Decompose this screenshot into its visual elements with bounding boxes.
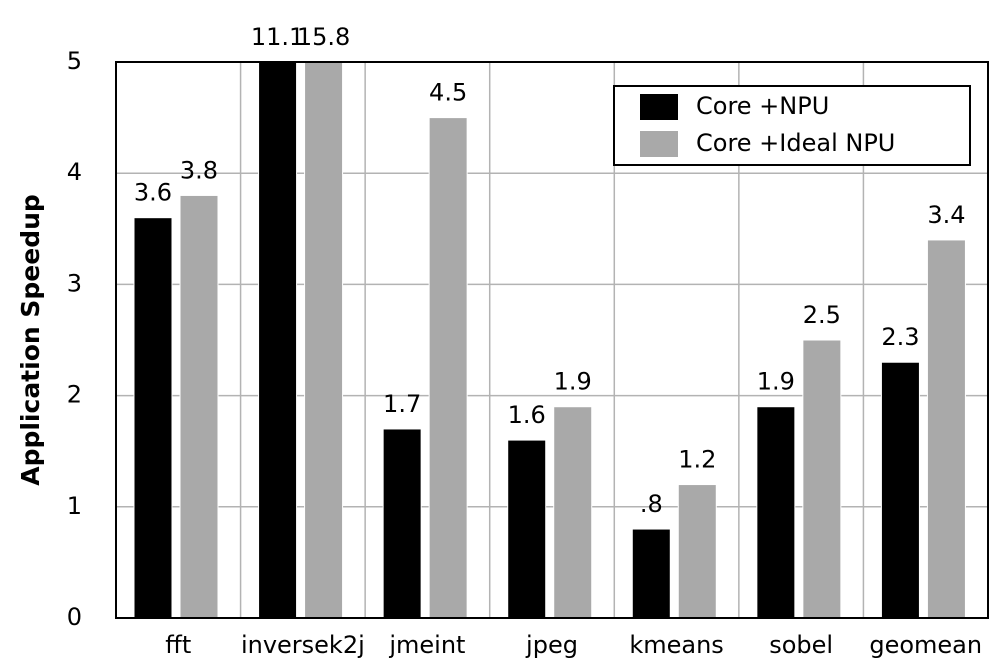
bar	[756, 406, 796, 618]
data-label: 2.5	[803, 301, 841, 329]
x-tick-label: geomean	[869, 631, 982, 659]
bar	[179, 194, 219, 618]
bar	[926, 239, 966, 618]
data-label: .8	[640, 490, 663, 518]
x-tick-label: kmeans	[629, 631, 723, 659]
bars	[133, 62, 966, 618]
x-tick-label: fft	[165, 631, 191, 659]
data-label: 1.6	[508, 401, 546, 429]
data-label: 1.2	[678, 446, 716, 474]
y-tick-label: 4	[67, 158, 82, 186]
y-axis-label: Application Speedup	[16, 194, 45, 486]
data-label: 1.9	[554, 368, 592, 396]
bar	[507, 439, 547, 618]
y-tick-label: 3	[67, 269, 82, 297]
data-label: 1.7	[383, 390, 421, 418]
data-label: 3.4	[927, 201, 965, 229]
bar	[553, 406, 593, 618]
bar	[258, 62, 298, 618]
bar	[304, 62, 344, 618]
bar	[880, 361, 920, 618]
data-label: 11.1	[251, 23, 304, 51]
data-label: 15.8	[297, 23, 350, 51]
legend-swatch	[640, 131, 678, 157]
data-label: 1.9	[757, 368, 795, 396]
x-tick-label: jmeint	[388, 631, 465, 659]
legend-swatch	[640, 94, 678, 120]
x-tick-label: inversek2j	[241, 631, 365, 659]
bar	[631, 528, 671, 618]
data-label: 3.8	[180, 156, 218, 184]
legend-label: Core +NPU	[696, 92, 829, 120]
bar	[428, 117, 468, 618]
bar	[677, 484, 717, 618]
bar	[382, 428, 422, 618]
x-tick-label: jpeg	[525, 631, 578, 659]
data-label: 3.6	[134, 179, 172, 207]
y-tick-label: 0	[67, 603, 82, 631]
bar	[133, 217, 173, 618]
y-tick-label: 2	[67, 381, 82, 409]
data-label: 4.5	[429, 79, 467, 107]
x-tick-label: sobel	[769, 631, 833, 659]
bar	[802, 339, 842, 618]
legend-label: Core +Ideal NPU	[696, 129, 895, 157]
plot-frame	[115, 61, 989, 619]
y-tick-label: 5	[67, 47, 82, 75]
y-tick-label: 1	[67, 492, 82, 520]
data-label: 2.3	[881, 323, 919, 351]
